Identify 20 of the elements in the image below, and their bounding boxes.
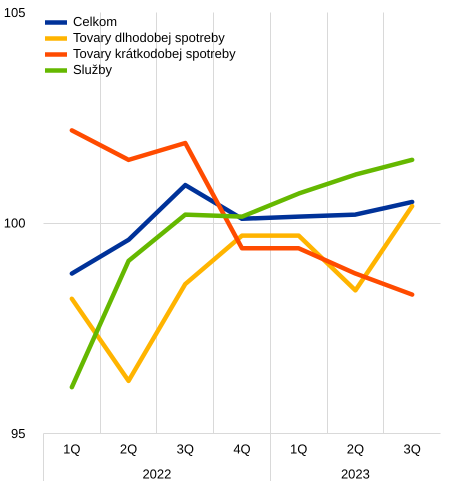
legend-label: Tovary dlhodobej spotreby	[73, 30, 225, 45]
line-series	[70, 204, 414, 384]
text: 2022	[142, 466, 172, 481]
line-series	[70, 128, 414, 297]
x-tick-label: 2Q	[346, 442, 364, 456]
x-tick-label: 3Q	[176, 442, 194, 456]
legend-label: Tovary krátkodobej spotreby	[73, 46, 236, 61]
legend-label: Celkom	[73, 14, 118, 29]
x-tick-label: 3Q	[403, 442, 421, 456]
y-tick-label: 105	[4, 5, 26, 20]
x-tick-label: 2Q	[120, 442, 138, 456]
x-tick-label: 4Q	[233, 442, 251, 456]
text: 2023	[340, 466, 370, 481]
y-tick-label: 100	[4, 216, 26, 230]
line-series	[70, 158, 414, 390]
legend-label: Služby	[73, 62, 112, 77]
x-tick-label: 1Q	[290, 442, 308, 456]
x-tick-label: 1Q	[63, 442, 81, 456]
line-series	[70, 182, 414, 276]
y-tick-label: 95	[11, 426, 26, 441]
